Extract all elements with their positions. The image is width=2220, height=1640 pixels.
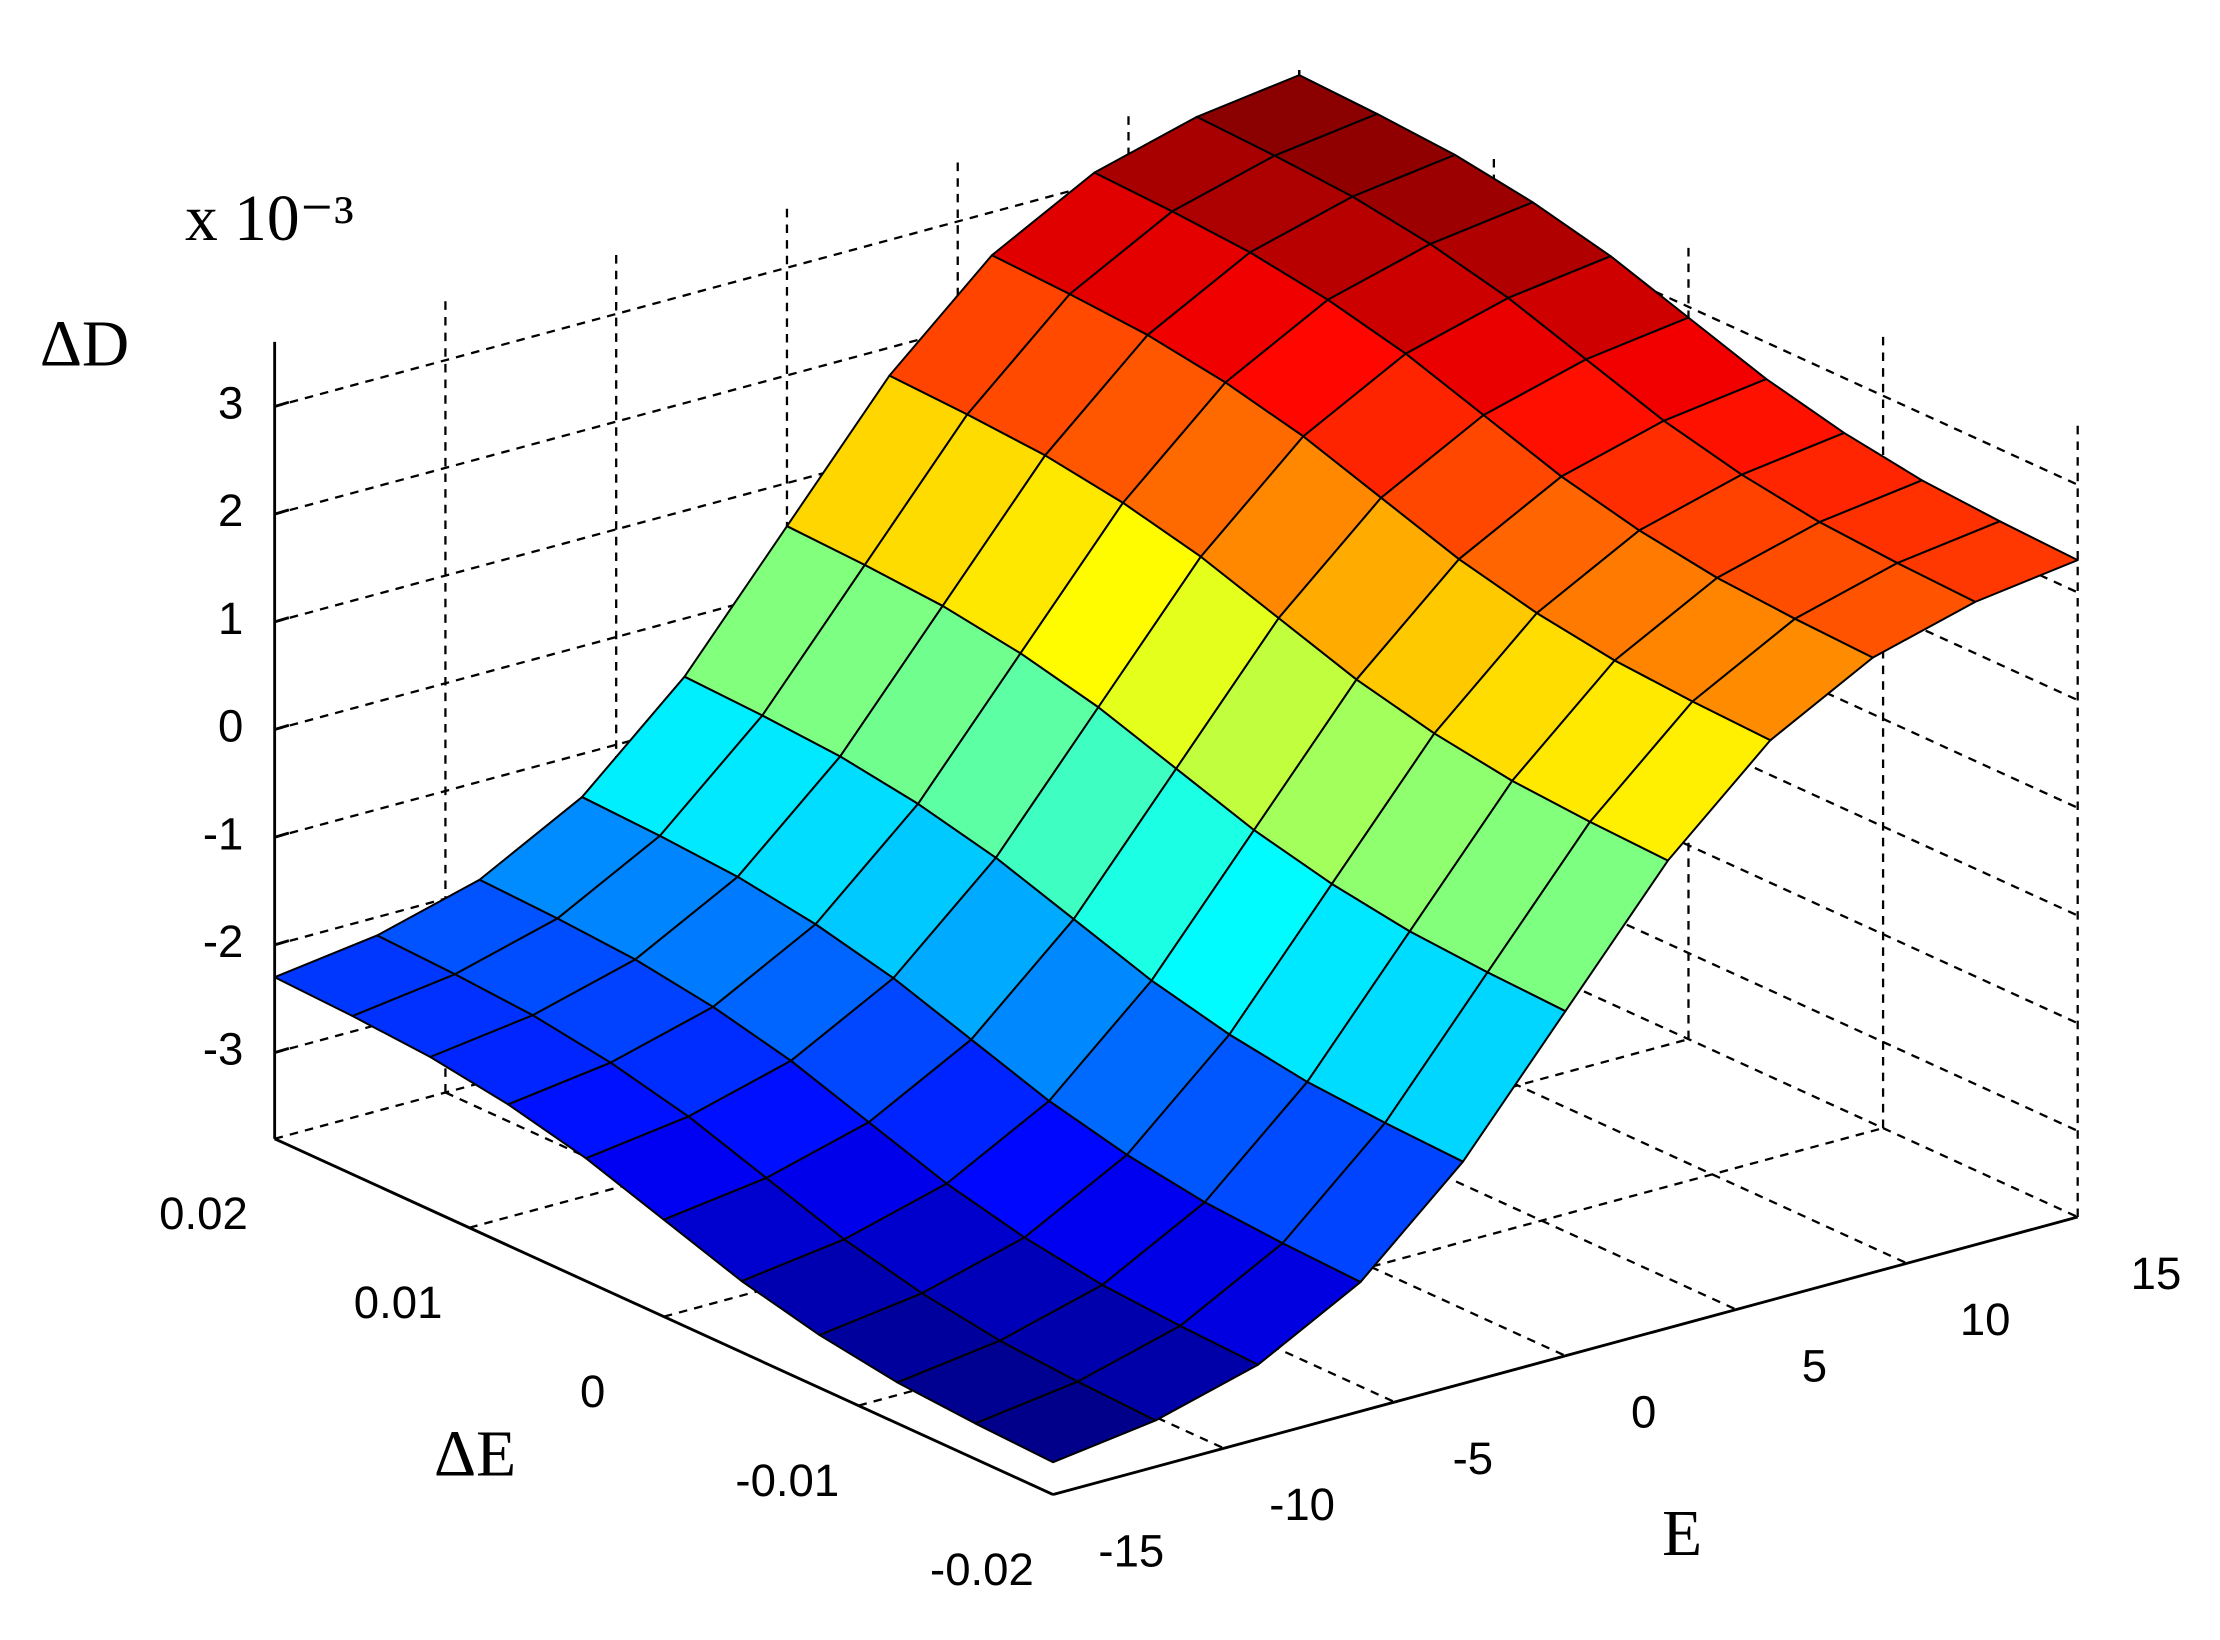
x-tick-label: -5 <box>1453 1433 1493 1484</box>
y-axis-label: ΔE <box>434 1418 516 1490</box>
x-tick-label: -10 <box>1269 1479 1335 1530</box>
z-tick-label: -2 <box>203 916 243 967</box>
z-tick-label: 3 <box>218 377 243 428</box>
y-tick-label: -0.01 <box>735 1455 839 1506</box>
x-tick-label: 15 <box>2131 1248 2182 1299</box>
y-axis-line <box>274 1137 1054 1496</box>
z-tick <box>274 939 290 947</box>
x-tick-label: 5 <box>1802 1340 1827 1391</box>
x-axis-line <box>1052 1215 2079 1496</box>
z-tick <box>274 400 290 408</box>
z-tick-label: -3 <box>203 1024 243 1075</box>
y-tick-label: 0.01 <box>354 1277 443 1328</box>
x-tick-label: -15 <box>1098 1525 1164 1576</box>
z-tick-label: 2 <box>218 485 243 536</box>
y-tick-label: 0.02 <box>159 1188 248 1239</box>
z-tick <box>274 508 290 516</box>
z-tick <box>274 723 290 731</box>
z-tick <box>274 831 290 839</box>
z-multiplier: x 10⁻³ <box>185 183 354 255</box>
y-tick-label: 0 <box>580 1366 605 1417</box>
surface-face <box>974 1380 1157 1464</box>
z-tick-label: -1 <box>203 808 243 859</box>
y-tick-label: -0.02 <box>930 1544 1034 1595</box>
x-axis-label: E <box>1662 1498 1702 1570</box>
z-axis-label: ΔD <box>40 308 129 380</box>
z-tick-label: 1 <box>218 593 243 644</box>
x-tick-label: 0 <box>1631 1387 1656 1438</box>
z-tick <box>274 1046 290 1054</box>
x-tick-label: 10 <box>1960 1294 2011 1345</box>
z-tick-label: 0 <box>218 701 243 752</box>
z-tick <box>274 616 290 624</box>
